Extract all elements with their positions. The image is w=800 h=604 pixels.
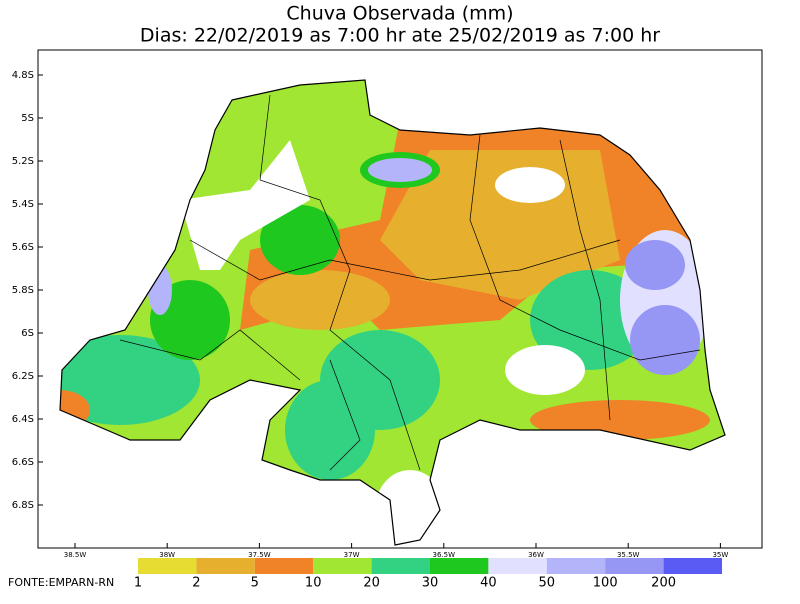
lat-label: 6.6S xyxy=(12,457,34,468)
lat-label: 5.8S xyxy=(12,285,34,296)
rain-area xyxy=(368,158,432,182)
lon-label: 35.5W xyxy=(617,551,640,559)
legend-label: 40 xyxy=(480,576,497,591)
legend-label: 50 xyxy=(539,576,556,591)
rain-area xyxy=(495,167,565,203)
legend-swatch xyxy=(313,558,372,574)
legend-label: 30 xyxy=(422,576,439,591)
rain-field xyxy=(60,80,725,545)
lat-label: 6.2S xyxy=(12,371,34,382)
lon-label: 36.5W xyxy=(433,551,456,559)
legend-swatch xyxy=(196,558,255,574)
rain-area xyxy=(260,205,340,275)
title: Chuva Observada (mm) xyxy=(286,3,513,25)
rain-area xyxy=(285,380,375,480)
legend-label: 100 xyxy=(593,576,618,591)
legend-swatch xyxy=(254,558,314,574)
source: FONTE:EMPARN-RN xyxy=(8,576,114,589)
lat-label: 6.8S xyxy=(12,500,34,511)
lat-label: 5.6S xyxy=(12,242,34,253)
legend-swatch xyxy=(430,558,489,574)
legend-label: 5 xyxy=(251,576,259,591)
rain-area xyxy=(148,265,172,315)
lon-label: 35W xyxy=(712,551,728,559)
legend-swatch xyxy=(663,558,722,574)
rain-area xyxy=(530,270,650,370)
lon-label: 37W xyxy=(344,551,360,559)
lat-label: 5.2S xyxy=(12,156,34,167)
lat-axis: 4.8S 5S 5.2S 5.4S 5.6S 5.8S 6S 6.2S 6.4S 6.6S 6.8S xyxy=(12,70,43,511)
rain-area xyxy=(625,240,685,290)
rain-area xyxy=(505,345,585,395)
lat-label: 4.8S xyxy=(12,70,34,81)
border xyxy=(119,329,301,381)
lat-label: 5S xyxy=(21,113,34,124)
border xyxy=(329,359,361,471)
border xyxy=(189,239,621,281)
legend-label: 2 xyxy=(192,576,200,591)
rain-area xyxy=(630,305,700,375)
border xyxy=(259,94,421,471)
rain-area xyxy=(250,270,390,330)
map-frame xyxy=(37,49,763,549)
lon-label: 37.5W xyxy=(248,551,271,559)
legend-label: 10 xyxy=(305,576,322,591)
legend-swatch xyxy=(371,558,430,574)
border xyxy=(469,134,701,361)
legend-swatch xyxy=(605,558,664,574)
state-border xyxy=(59,79,726,546)
legend-swatch xyxy=(546,558,606,574)
legend-label: 200 xyxy=(651,576,676,591)
lon-axis: 38.5W 38W 37.5W 37W 36.5W 36W 35.5W 35W xyxy=(64,543,728,559)
rain-area xyxy=(180,140,310,270)
municipal-borders xyxy=(119,94,701,471)
lon-label: 38.5W xyxy=(64,551,87,559)
legend-label: 1 xyxy=(134,576,142,591)
rain-area xyxy=(375,470,445,545)
color-legend: 1 2 5 10 20 30 40 50 100 200 xyxy=(134,558,722,591)
lon-label: 38W xyxy=(159,551,175,559)
legend-swatch xyxy=(138,558,197,574)
legend-swatch xyxy=(488,558,547,574)
lat-label: 5.4S xyxy=(12,199,34,210)
lat-label: 6S xyxy=(21,328,34,339)
lon-label: 36W xyxy=(528,551,544,559)
border xyxy=(559,139,611,421)
subtitle: Dias: 22/02/2019 as 7:00 hr ate 25/02/20… xyxy=(140,25,660,47)
lat-label: 6.4S xyxy=(12,414,34,425)
legend-label: 20 xyxy=(363,576,380,591)
